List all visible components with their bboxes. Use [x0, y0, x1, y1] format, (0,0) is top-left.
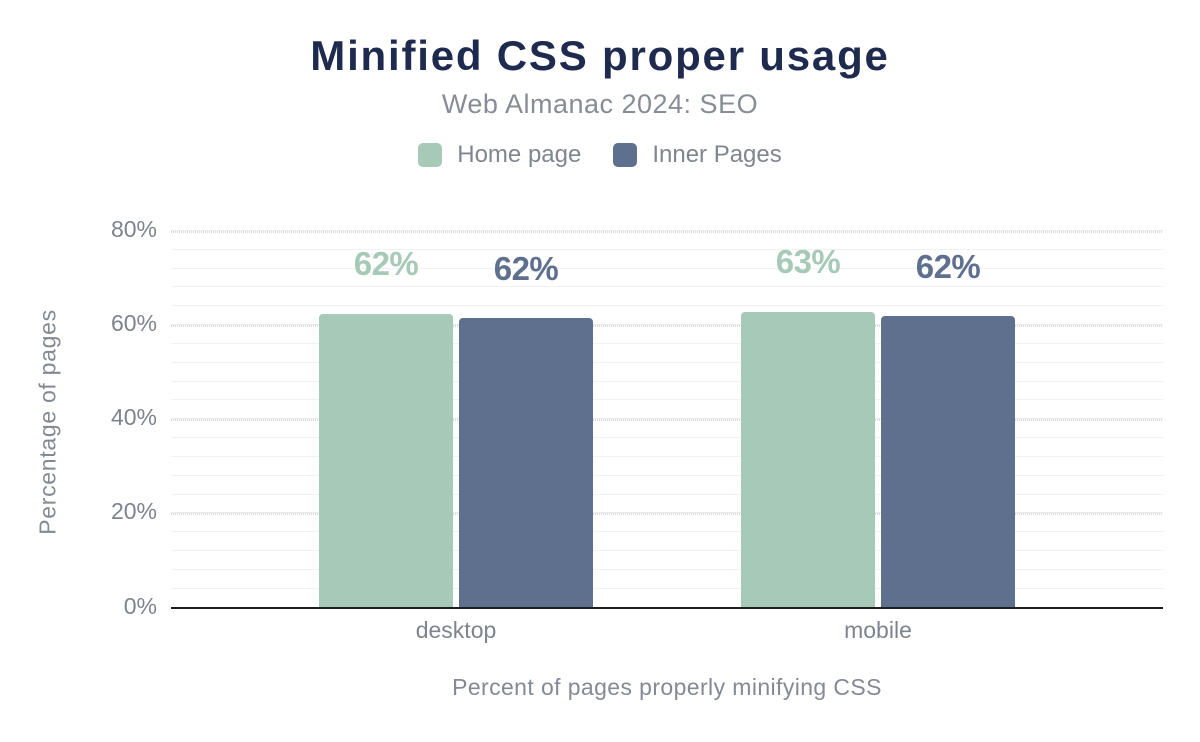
- bar-value-label-inner-pages-mobile: 62%: [915, 247, 981, 285]
- major-gridline: [171, 323, 1163, 327]
- minor-gridline: [171, 437, 1163, 439]
- legend-label-inner-pages: Inner Pages: [652, 141, 782, 168]
- chart-legend: Home page Inner Pages: [0, 143, 1200, 167]
- legend-label-home-page: Home page: [457, 141, 582, 168]
- legend-swatch-home-page: [418, 143, 443, 167]
- bar-value-label-home-page-desktop: 62%: [353, 245, 419, 283]
- minor-gridline: [171, 493, 1163, 495]
- minor-gridline: [171, 399, 1163, 401]
- bar-value-label-inner-pages-desktop: 62%: [493, 249, 559, 287]
- minor-gridline: [171, 267, 1163, 269]
- minor-gridline: [171, 474, 1163, 476]
- minor-gridline: [171, 380, 1163, 382]
- major-gridline: [171, 511, 1163, 515]
- y-tick-label-60: 60%: [110, 310, 157, 337]
- minor-gridline: [171, 286, 1163, 288]
- chart-title: Minified CSS proper usage: [310, 32, 890, 79]
- minor-gridline: [171, 531, 1163, 533]
- chart-subtitle: Web Almanac 2024: SEO: [441, 89, 759, 119]
- y-tick-label-80: 80%: [110, 216, 157, 242]
- bar-inner-pages-desktop[interactable]: [459, 318, 593, 607]
- bar-value-label-home-page-mobile: 63%: [775, 243, 841, 281]
- minor-gridline: [171, 587, 1163, 589]
- y-tick-label-0: 0%: [123, 592, 157, 619]
- minor-gridline: [171, 305, 1163, 307]
- plot-area: [171, 221, 1163, 609]
- minor-gridline: [171, 455, 1163, 457]
- x-tick-label-mobile: mobile: [844, 617, 912, 643]
- legend-swatch-inner-pages: [613, 143, 638, 167]
- major-gridline: [171, 417, 1163, 421]
- minor-gridline: [171, 568, 1163, 570]
- y-tick-label-20: 20%: [110, 498, 157, 525]
- y-tick-label-40: 40%: [110, 404, 157, 431]
- x-tick-label-desktop: desktop: [415, 617, 497, 643]
- bar-home-page-desktop[interactable]: [319, 313, 453, 607]
- minor-gridline: [171, 550, 1163, 552]
- x-axis-title: Percent of pages properly minifying CSS: [452, 674, 882, 700]
- bar-inner-pages-mobile[interactable]: [881, 316, 1015, 607]
- minor-gridline: [171, 361, 1163, 363]
- minor-gridline: [171, 248, 1163, 250]
- x-axis-line: [171, 606, 1163, 609]
- minor-gridline: [171, 342, 1163, 344]
- legend-item-inner-pages[interactable]: Inner Pages: [613, 141, 782, 168]
- legend-item-home-page[interactable]: Home page: [418, 143, 581, 167]
- bar-home-page-mobile[interactable]: [741, 311, 875, 607]
- major-gridline: [171, 229, 1163, 233]
